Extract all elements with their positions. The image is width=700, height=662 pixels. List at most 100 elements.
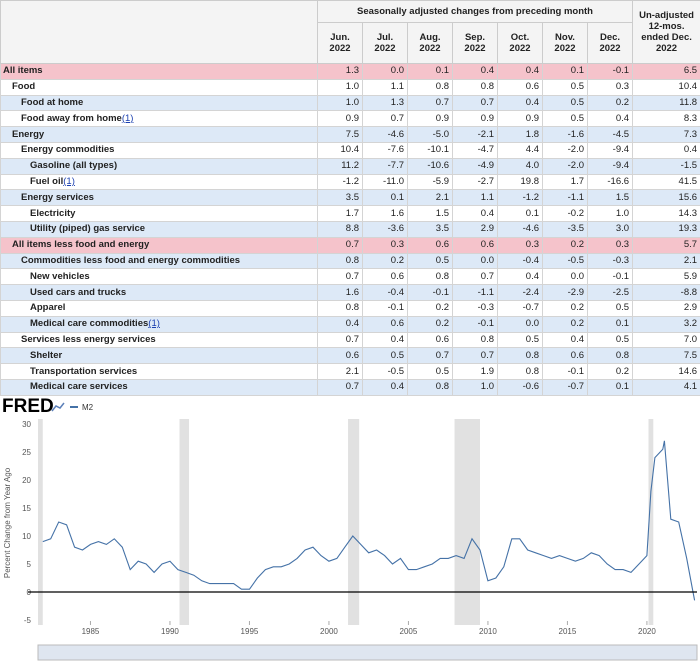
value-cell: 0.4: [452, 205, 498, 222]
value-cell: 0.5: [407, 252, 453, 270]
row-label-cell: Food: [0, 78, 318, 96]
row-label: Medical care commodities: [30, 318, 149, 330]
header-blank: [0, 0, 318, 64]
value-cell: 0.2: [542, 236, 588, 254]
value-cell: 0.3: [497, 236, 543, 254]
value-cell: -5.9: [407, 173, 453, 191]
value-cell: 1.0: [317, 78, 363, 96]
value-cell: -0.5: [542, 252, 588, 270]
value-cell: -1.2: [497, 189, 543, 207]
footnote-link[interactable]: (1): [121, 112, 134, 124]
table-row: Apparel 0.8 -0.1 0.2 -0.3 -0.7 0.2 0.5 2.9: [0, 299, 700, 317]
table-row: Electricity 1.7 1.6 1.5 0.4 0.1 -0.2 1.0 14.3: [0, 205, 700, 222]
chart: FRED Percent Change from Year Ago -50510…: [2, 396, 698, 661]
value-cell: 1.0: [452, 378, 498, 396]
y-tick-label: 5: [27, 560, 32, 569]
value-cell: -1.6: [542, 126, 588, 143]
legend-label: M2: [82, 403, 94, 412]
fred-logo: FRED: [2, 396, 54, 417]
row-label: New vehicles: [30, 270, 90, 282]
footnote-link[interactable]: (1): [63, 175, 75, 187]
value-cell: 4.4: [497, 141, 543, 159]
row-label-cell: Medical care commodities(1): [0, 315, 318, 333]
value-cell: 1.6: [317, 284, 363, 301]
value-cell: -9.4: [586, 141, 634, 159]
value-cell: 0.1: [586, 378, 634, 396]
value-cell: 0.4: [586, 110, 634, 128]
table-row: Medical care commodities(1) 0.4 0.6 0.2 -0.1…: [0, 315, 700, 333]
y-tick-label: -5: [24, 616, 32, 625]
row-label-cell: Food at home: [0, 94, 318, 112]
value-cell: -4.7: [452, 141, 498, 159]
value-cell: 3.5: [317, 189, 363, 207]
value-cell: 0.5: [542, 110, 588, 128]
value-cell: 11.2: [317, 157, 363, 175]
value-cell: 0.4: [362, 331, 408, 349]
value-cell: 0.9: [497, 110, 543, 128]
value-cell: 0.5: [542, 94, 588, 112]
value-cell: -0.1: [586, 63, 634, 80]
value-cell: 0.8: [497, 363, 543, 380]
value-cell: -1.1: [542, 189, 588, 207]
table-row: Gasoline (all types) 11.2 -7.7 -10.6 -4.9 4.0…: [0, 157, 700, 175]
value-cell: -2.7: [452, 173, 498, 191]
value-cell: 5.9: [632, 268, 700, 286]
y-tick-label: 30: [22, 420, 31, 429]
value-cell: -3.5: [542, 220, 588, 238]
column-header: Oct. 2022: [497, 22, 543, 64]
value-cell: 0.0: [362, 63, 408, 80]
value-cell: 0.7: [452, 94, 498, 112]
row-label-cell: Fuel oil(1): [0, 173, 318, 191]
value-cell: 4.0: [497, 157, 543, 175]
table-row: Medical care services 0.7 0.4 0.8 1.0 -0.6 -0.…: [0, 378, 700, 396]
value-cell: -4.6: [362, 126, 408, 143]
value-cell: -4.9: [452, 157, 498, 175]
column-header: Sep. 2022: [452, 22, 498, 64]
value-cell: 0.7: [362, 110, 408, 128]
row-label-cell: All items less food and energy: [0, 236, 318, 254]
footnote-link[interactable]: (1): [148, 318, 160, 330]
cpi-table: Seasonally adjusted changes from precedi…: [0, 0, 700, 396]
value-cell: -0.1: [452, 315, 498, 333]
row-label-cell: Utility (piped) gas service: [0, 220, 318, 238]
value-cell: 0.4: [542, 331, 588, 349]
column-header: Jun. 2022: [317, 22, 363, 64]
x-tick-label: 2005: [400, 627, 418, 636]
value-cell: 0.7: [317, 268, 363, 286]
value-cell: -7.6: [362, 141, 408, 159]
value-cell: 0.1: [497, 205, 543, 222]
table-row: Energy commodities 10.4 -7.6 -10.1 -4.7 4.4 -2…: [0, 141, 700, 159]
row-label-cell: Apparel: [0, 299, 318, 317]
value-cell: -2.1: [452, 126, 498, 143]
value-cell: 0.6: [362, 268, 408, 286]
value-cell: 0.7: [317, 378, 363, 396]
table-row: Commodities less food and energy commodi…: [0, 252, 700, 270]
value-cell: -7.7: [362, 157, 408, 175]
value-cell: 11.8: [632, 94, 700, 112]
value-cell: 0.8: [497, 347, 543, 365]
value-cell: 0.7: [407, 94, 453, 112]
recession-band: [648, 419, 654, 625]
value-cell: 0.4: [452, 63, 498, 80]
value-cell: 0.5: [497, 331, 543, 349]
value-cell: 1.1: [362, 78, 408, 96]
value-cell: 1.5: [586, 189, 634, 207]
value-cell: 0.4: [632, 141, 700, 159]
value-cell: 0.9: [407, 110, 453, 128]
row-label-cell: All items: [0, 63, 318, 80]
value-cell: 2.9: [452, 220, 498, 238]
value-cell: 0.1: [362, 189, 408, 207]
value-cell: -2.9: [542, 284, 588, 301]
table-row: Utility (piped) gas service 8.8 -3.6 3.5 2.9…: [0, 220, 700, 238]
value-cell: 0.8: [407, 268, 453, 286]
value-cell: 0.8: [407, 378, 453, 396]
table-row: Used cars and trucks 1.6 -0.4 -0.1 -1.1 -2.4-…: [0, 284, 700, 301]
value-cell: 1.8: [497, 126, 543, 143]
value-cell: 0.8: [317, 252, 363, 270]
value-cell: 0.5: [586, 331, 634, 349]
value-cell: 0.2: [586, 363, 634, 380]
value-cell: 0.1: [542, 63, 588, 80]
value-cell: -0.7: [497, 299, 543, 317]
value-cell: 0.2: [542, 299, 588, 317]
group-header: Seasonally adjusted changes from precedi…: [316, 0, 634, 23]
